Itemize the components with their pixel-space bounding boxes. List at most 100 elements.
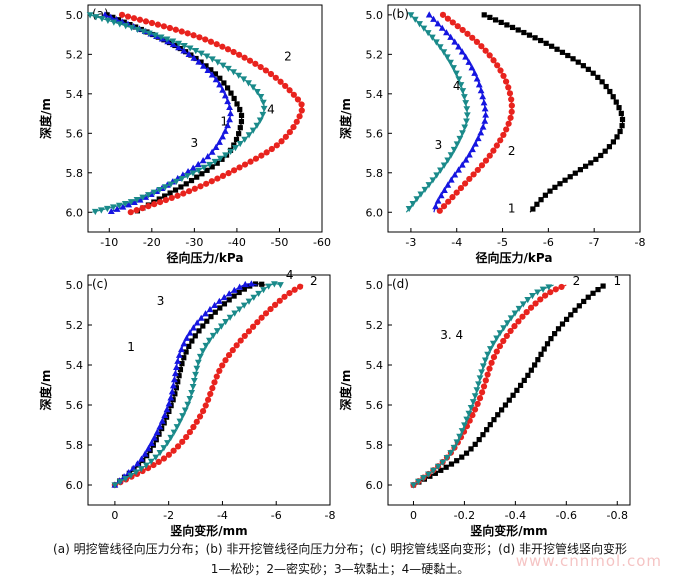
chart-3-series-2-point-8	[447, 450, 455, 457]
chart-3-series-1-point-22	[484, 371, 491, 378]
chart-2-series-0-point-39	[241, 286, 247, 292]
watermark: www.cnnmol.com	[515, 552, 662, 570]
chart-1-series-3-point-24	[453, 141, 461, 148]
chart-0-series-1-point-5	[148, 19, 156, 27]
chart-2-series-0-point-34	[217, 305, 223, 311]
chart-2-series-2-point-12	[156, 423, 164, 430]
chart-1-series-1-point-11	[490, 57, 497, 64]
chart-0-series-0-point-28	[238, 112, 245, 119]
chart-2-series-1-point-38	[262, 310, 270, 317]
chart-3-series-1-point-25	[490, 353, 498, 361]
chart-3-series-0-point-39	[572, 307, 578, 313]
chart-0-series-2-point-32	[216, 138, 223, 145]
chart-0-series-1-point-3	[136, 16, 144, 23]
chart-0-series-3-point-14	[169, 38, 177, 45]
x-tick-label: -0.2	[454, 509, 475, 522]
series-3	[111, 280, 258, 488]
chart-0-series-1-point-19	[230, 48, 237, 56]
chart-2-series-2-point-29	[190, 324, 197, 331]
chart-2-series-2-point-19	[169, 382, 177, 389]
chart-2-series-3-point-2	[122, 475, 129, 483]
chart-2-series-2-point-38	[230, 286, 238, 293]
chart-2-series-3-point-0	[111, 482, 119, 489]
chart-3-series-1-point-38	[542, 292, 549, 299]
chart-0-series-1-point-59	[174, 192, 181, 199]
chart-1-series-2-point-9	[462, 53, 470, 60]
chart-2-series-1-point-27	[219, 362, 226, 369]
series-4	[405, 12, 471, 213]
chart-0-series-2-point-49	[131, 198, 138, 206]
chart-0-series-3-point-17	[186, 45, 194, 52]
chart-0-series-2-point-23	[219, 86, 227, 93]
chart-0-series-1-point-62	[156, 199, 164, 206]
chart-0-series-0-point-23	[224, 85, 231, 91]
y-tick-label: 5.8	[66, 167, 84, 180]
series-1	[410, 283, 606, 488]
chart-1-series-0-point-0	[481, 12, 487, 18]
chart-0-series-0-point-38	[209, 164, 215, 170]
chart-0-series-2-point-27	[227, 109, 234, 117]
chart-1-series-0-point-33	[610, 139, 616, 145]
chart-3-series-1-point-18	[476, 395, 484, 402]
chart-3-series-2-point-0	[410, 482, 417, 489]
chart-1-series-2-point-10	[465, 58, 473, 65]
chart-0-series-1-point-16	[213, 41, 220, 48]
chart-2-series-3-point-38	[245, 298, 253, 305]
chart-0-series-3-point-65	[97, 207, 105, 214]
chart-1-series-0-point-16	[570, 56, 576, 62]
chart-0-series-3-point-43	[222, 152, 229, 159]
chart-1-series-3-point-11	[450, 65, 457, 72]
chart-2-series-1-point-20	[202, 402, 209, 409]
chart-2-series-1-point-29	[225, 351, 233, 359]
chart-0-series-0-point-24	[228, 90, 234, 96]
chart-1-series-3-point-12	[452, 70, 460, 77]
chart-1-series-0-point-42	[567, 174, 573, 180]
chart-1-series-2-point-5	[447, 33, 455, 40]
chart-1-series-3-point-23	[456, 135, 464, 143]
chart-0-series-1-point-7	[160, 23, 168, 30]
chart-2-series-3-point-36	[236, 306, 243, 313]
chart-3-series-0-point-36	[559, 321, 566, 327]
chart-1-series-0-point-12	[549, 43, 555, 49]
chart-0-series-3-point-66	[91, 208, 99, 216]
chart-3-series-1-point-17	[474, 400, 481, 407]
chart-1-series-0-point-7	[521, 29, 527, 36]
series-2	[436, 11, 515, 214]
chart-0-series-3-point-25	[230, 69, 237, 76]
chart-3-series-0-point-21	[506, 397, 512, 403]
chart-0-series-1-point-13	[196, 34, 203, 41]
chart-2-series-1-point-16	[190, 423, 197, 431]
chart-0-series-1-point-65	[139, 205, 146, 212]
chart-0-series-1-point-43	[263, 149, 270, 156]
chart-1-series-0-point-6	[515, 27, 521, 33]
chart-3-series-0-point-44	[595, 287, 601, 293]
curve-annotation: 1	[613, 274, 621, 288]
chart-0-series-1-point-6	[154, 21, 162, 28]
chart-1-series-0-point-38	[588, 160, 594, 166]
chart-2-series-3-point-44	[277, 282, 284, 289]
chart-1-series-2-point-16	[479, 93, 487, 100]
chart-1-series-1-point-16	[505, 84, 512, 91]
chart-1-series-3-point-0	[407, 12, 415, 19]
chart-1-series-2-point-20	[481, 117, 489, 124]
chart-3-series-0-point-38	[568, 312, 574, 318]
chart-3-series-1-point-20	[480, 383, 488, 390]
x-tick-label: -0.6	[556, 509, 577, 522]
plot-frame	[87, 274, 331, 506]
x-tick-label: -8	[635, 236, 646, 249]
chart-3-series-0-point-17	[491, 417, 497, 423]
chart-3-series-2-point-22	[478, 369, 486, 376]
curve-annotation: 2	[310, 274, 318, 288]
chart-1-series-3-point-19	[463, 112, 471, 119]
chart-1-series-0-point-14	[559, 49, 566, 55]
chart-0-series-1-point-28	[277, 78, 284, 85]
chart-3-series-2-point-40	[545, 284, 553, 291]
chart-0-series-3-point-2	[98, 15, 106, 23]
chart-3-series-0-point-20	[502, 402, 509, 408]
chart-1-series-0-point-13	[554, 46, 560, 52]
chart-0-series-0-point-20	[212, 71, 219, 77]
chart-0-series-1-point-26	[267, 70, 275, 78]
chart-2-series-2-point-28	[186, 329, 194, 336]
chart-2-series-3-point-15	[176, 418, 184, 425]
chart-0-series-2-point-22	[216, 81, 223, 88]
